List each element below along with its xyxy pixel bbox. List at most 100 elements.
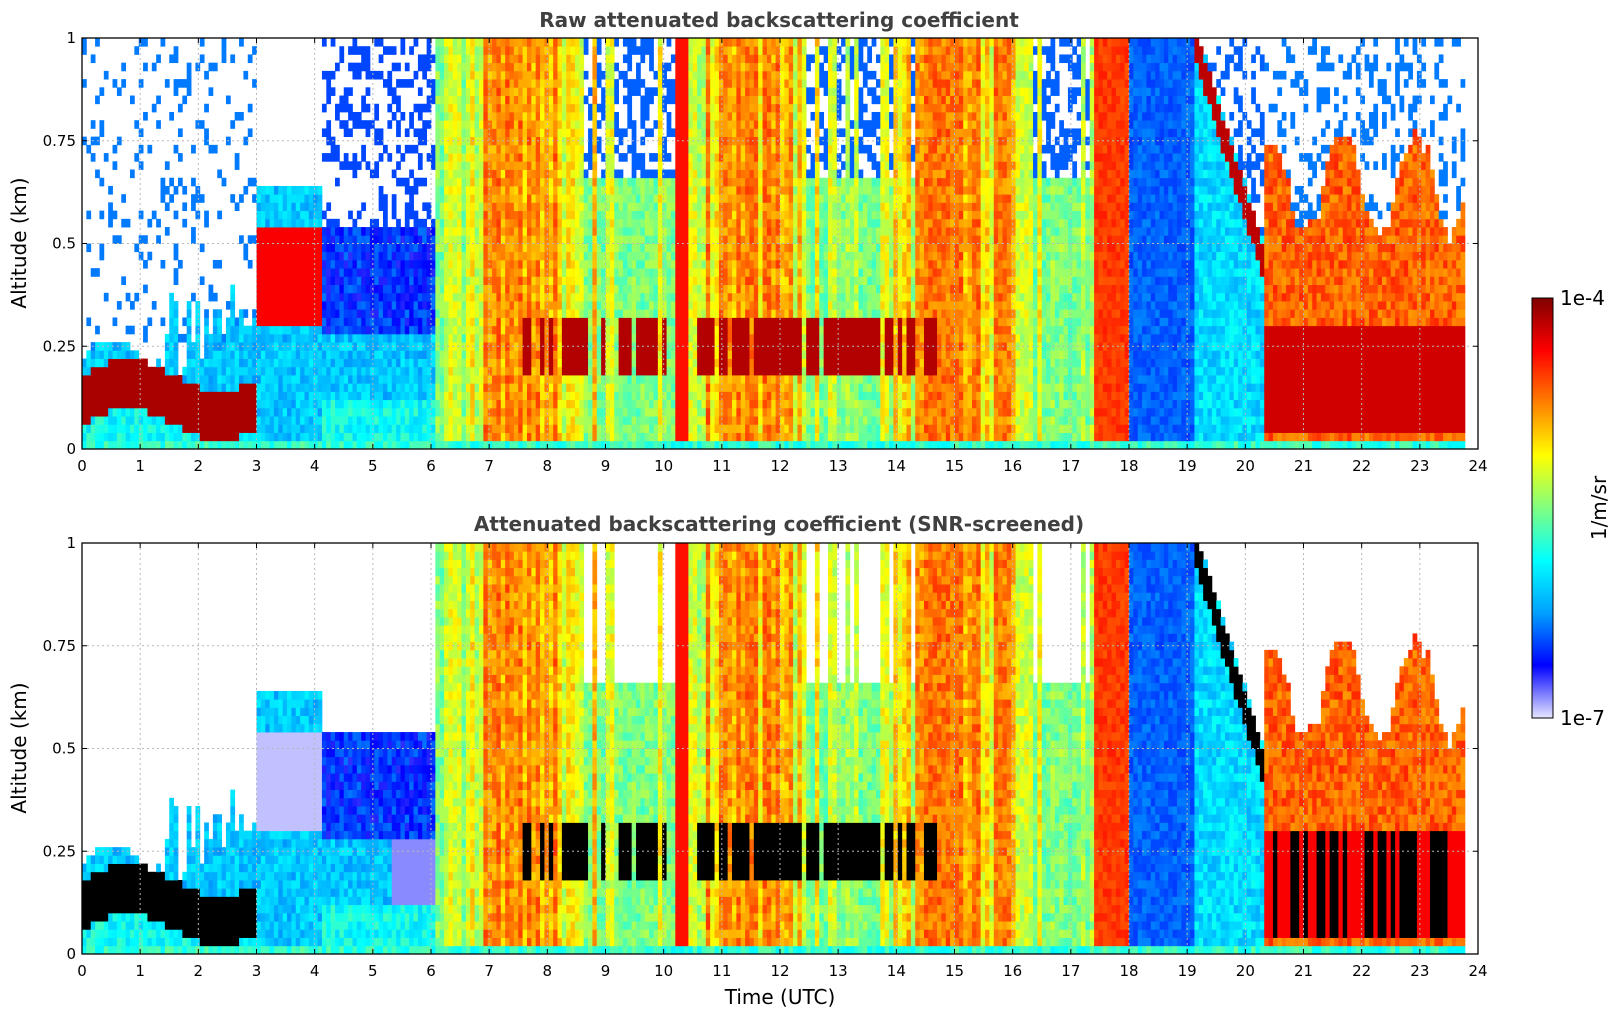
heatmap-cell	[308, 333, 314, 343]
heatmap-cell	[369, 325, 375, 335]
heatmap-cell	[574, 391, 580, 401]
heatmap-cell	[356, 161, 362, 170]
heatmap-cell	[409, 358, 414, 368]
heatmap-cell	[221, 358, 227, 368]
heatmap-cell	[535, 70, 541, 80]
heatmap-cell	[103, 292, 109, 302]
heatmap-cell	[609, 38, 615, 47]
heatmap-cell	[287, 202, 292, 212]
heatmap-cell	[614, 276, 619, 285]
heatmap-cell	[439, 350, 445, 359]
heatmap-cell	[474, 153, 480, 162]
heatmap-cell	[326, 350, 332, 359]
heatmap-cell	[103, 416, 109, 425]
heatmap-cell	[601, 292, 606, 302]
heatmap-cell	[478, 325, 484, 335]
heatmap-cell	[295, 251, 301, 261]
heatmap-cell	[378, 292, 384, 302]
heatmap-cell	[225, 317, 231, 327]
heatmap-cell	[535, 399, 541, 409]
heatmap-cell	[570, 407, 576, 417]
heatmap-cell	[522, 399, 528, 409]
heatmap-cell	[256, 194, 262, 203]
heatmap-cell	[287, 391, 292, 401]
heatmap-cell	[675, 416, 681, 425]
heatmap-cell	[212, 333, 218, 343]
heatmap-cell	[548, 276, 554, 285]
heatmap-cell	[540, 440, 545, 450]
heatmap-cell	[679, 424, 685, 433]
heatmap-cell	[540, 161, 545, 170]
heatmap-cell	[304, 342, 310, 351]
heatmap-cell	[225, 416, 231, 425]
heatmap-cell	[618, 325, 624, 335]
heatmap-cell	[431, 333, 436, 343]
heatmap-cell	[452, 218, 458, 228]
heatmap-cell	[352, 111, 358, 121]
heatmap-cell	[505, 103, 510, 113]
heatmap-cell	[588, 128, 593, 138]
heatmap-cell	[439, 202, 445, 212]
heatmap-cell	[640, 210, 646, 220]
heatmap-cell	[670, 243, 676, 253]
heatmap-cell	[361, 333, 366, 343]
heatmap-cell	[670, 407, 676, 417]
heatmap-cell	[300, 399, 305, 409]
heatmap-cell	[387, 416, 393, 425]
heatmap-cell	[169, 350, 175, 359]
heatmap-cell	[461, 202, 467, 212]
heatmap-cell	[348, 424, 353, 433]
heatmap-cell	[605, 95, 611, 105]
heatmap-cell	[396, 227, 401, 236]
heatmap-cell	[513, 407, 519, 417]
heatmap-cell	[391, 383, 397, 392]
heatmap-cell	[239, 235, 244, 244]
heatmap-cell	[574, 161, 580, 170]
heatmap-cell	[330, 407, 336, 417]
heatmap-cell	[513, 259, 519, 269]
heatmap-cell	[540, 407, 545, 417]
heatmap-cell	[474, 358, 480, 368]
heatmap-cell	[404, 440, 410, 450]
heatmap-cell	[221, 432, 227, 442]
heatmap-cell	[452, 366, 458, 376]
heatmap-cell	[566, 284, 571, 294]
heatmap-cell	[500, 284, 506, 294]
heatmap-cell	[374, 301, 380, 310]
heatmap-cell	[670, 227, 676, 236]
heatmap-cell	[544, 440, 550, 450]
heatmap-cell	[160, 424, 166, 433]
heatmap-cell	[579, 46, 585, 55]
heatmap-cell	[374, 342, 380, 351]
heatmap-cell	[321, 358, 327, 368]
heatmap-cell	[614, 391, 619, 401]
heatmap-cell	[657, 407, 663, 417]
heatmap-cell	[383, 342, 388, 351]
heatmap-cell	[361, 366, 366, 376]
heatmap-cell	[352, 62, 358, 72]
heatmap-cell	[548, 383, 554, 392]
heatmap-cell	[548, 46, 554, 55]
heatmap-cell	[182, 95, 188, 105]
heatmap-cell	[535, 268, 541, 277]
heatmap-cell	[217, 210, 222, 220]
heatmap-cell	[583, 366, 589, 376]
heatmap-cell	[461, 325, 467, 335]
heatmap-cell	[439, 177, 445, 187]
heatmap-cell	[592, 95, 598, 105]
heatmap-cell	[282, 342, 288, 351]
heatmap-cell	[500, 292, 506, 302]
heatmap-cell	[339, 284, 345, 294]
heatmap-cell	[478, 350, 484, 359]
heatmap-cell	[121, 391, 127, 401]
heatmap-cell	[531, 70, 537, 80]
heatmap-cell	[544, 325, 550, 335]
heatmap-cell	[169, 309, 175, 318]
heatmap-cell	[99, 243, 105, 253]
heatmap-cell	[339, 46, 345, 55]
heatmap-cell	[335, 235, 340, 244]
heatmap-cell	[579, 111, 585, 121]
heatmap-cell	[452, 95, 458, 105]
heatmap-cell	[330, 301, 336, 310]
heatmap-cell	[439, 70, 445, 80]
